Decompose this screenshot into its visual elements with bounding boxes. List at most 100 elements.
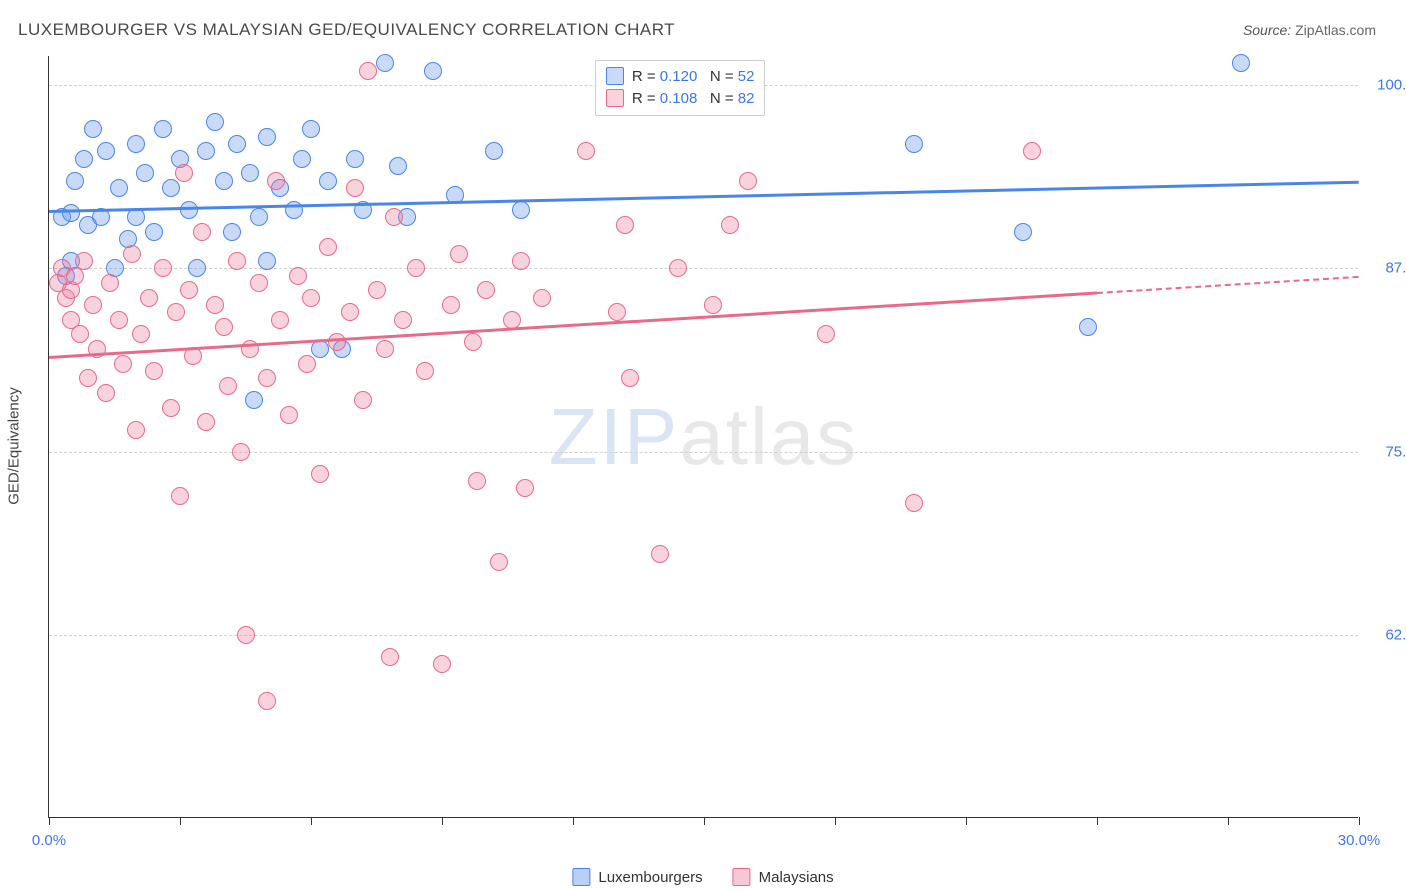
data-point bbox=[232, 443, 250, 461]
x-tick bbox=[1097, 817, 1098, 825]
data-point bbox=[516, 479, 534, 497]
data-point bbox=[293, 150, 311, 168]
data-point bbox=[228, 135, 246, 153]
trend-line bbox=[49, 181, 1359, 213]
data-point bbox=[319, 238, 337, 256]
data-point bbox=[905, 494, 923, 512]
data-point bbox=[376, 340, 394, 358]
data-point bbox=[346, 179, 364, 197]
data-point bbox=[250, 208, 268, 226]
data-point bbox=[651, 545, 669, 563]
data-point bbox=[206, 113, 224, 131]
data-point bbox=[66, 172, 84, 190]
data-point bbox=[215, 172, 233, 190]
data-point bbox=[1023, 142, 1041, 160]
data-point bbox=[188, 259, 206, 277]
legend-label: Luxembourgers bbox=[598, 869, 702, 886]
data-point bbox=[258, 692, 276, 710]
data-point bbox=[450, 245, 468, 263]
data-point bbox=[197, 142, 215, 160]
data-point bbox=[180, 281, 198, 299]
data-point bbox=[394, 311, 412, 329]
data-point bbox=[127, 208, 145, 226]
x-tick bbox=[835, 817, 836, 825]
y-tick-label: 75.0% bbox=[1368, 443, 1406, 460]
data-point bbox=[739, 172, 757, 190]
data-point bbox=[389, 157, 407, 175]
data-point bbox=[346, 150, 364, 168]
data-point bbox=[385, 208, 403, 226]
legend-label: Malaysians bbox=[759, 869, 834, 886]
legend-swatch bbox=[606, 89, 624, 107]
source-citation: Source: ZipAtlas.com bbox=[1243, 22, 1376, 38]
data-point bbox=[132, 325, 150, 343]
data-point bbox=[258, 252, 276, 270]
data-point bbox=[319, 172, 337, 190]
data-point bbox=[162, 179, 180, 197]
data-point bbox=[237, 626, 255, 644]
data-point bbox=[464, 333, 482, 351]
data-point bbox=[123, 245, 141, 263]
data-point bbox=[1232, 54, 1250, 72]
data-point bbox=[577, 142, 595, 160]
legend-swatch bbox=[606, 67, 624, 85]
data-point bbox=[311, 465, 329, 483]
data-point bbox=[267, 172, 285, 190]
data-point bbox=[97, 142, 115, 160]
data-point bbox=[175, 164, 193, 182]
data-point bbox=[228, 252, 246, 270]
data-point bbox=[416, 362, 434, 380]
data-point bbox=[84, 120, 102, 138]
x-tick-label: 30.0% bbox=[1338, 832, 1381, 849]
data-point bbox=[433, 655, 451, 673]
data-point bbox=[110, 311, 128, 329]
data-point bbox=[621, 369, 639, 387]
x-tick bbox=[1359, 817, 1360, 825]
data-point bbox=[184, 347, 202, 365]
data-point bbox=[197, 413, 215, 431]
watermark-zip: ZIP bbox=[549, 392, 679, 481]
x-tick bbox=[49, 817, 50, 825]
data-point bbox=[669, 259, 687, 277]
data-point bbox=[381, 648, 399, 666]
source-value: ZipAtlas.com bbox=[1295, 22, 1376, 38]
data-point bbox=[905, 135, 923, 153]
data-point bbox=[280, 406, 298, 424]
data-point bbox=[704, 296, 722, 314]
data-point bbox=[71, 325, 89, 343]
legend-swatch bbox=[572, 868, 590, 886]
x-tick bbox=[966, 817, 967, 825]
data-point bbox=[341, 303, 359, 321]
data-point bbox=[512, 201, 530, 219]
x-tick bbox=[573, 817, 574, 825]
data-point bbox=[1079, 318, 1097, 336]
data-point bbox=[817, 325, 835, 343]
data-point bbox=[407, 259, 425, 277]
x-tick bbox=[311, 817, 312, 825]
data-point bbox=[101, 274, 119, 292]
chart-container: LUXEMBOURGER VS MALAYSIAN GED/EQUIVALENC… bbox=[0, 0, 1406, 892]
data-point bbox=[258, 128, 276, 146]
legend-stats-text: R = 0.120 N = 52 bbox=[632, 68, 755, 85]
data-point bbox=[110, 179, 128, 197]
data-point bbox=[97, 384, 115, 402]
gridline bbox=[49, 268, 1358, 269]
y-tick-label: 100.0% bbox=[1368, 77, 1406, 94]
data-point bbox=[245, 391, 263, 409]
data-point bbox=[62, 204, 80, 222]
legend-swatch bbox=[733, 868, 751, 886]
source-label: Source: bbox=[1243, 22, 1291, 38]
legend-stats-row: R = 0.120 N = 52 bbox=[606, 65, 755, 87]
data-point bbox=[241, 164, 259, 182]
watermark: ZIPatlas bbox=[549, 391, 858, 483]
data-point bbox=[114, 355, 132, 373]
data-point bbox=[302, 289, 320, 307]
data-point bbox=[608, 303, 626, 321]
data-point bbox=[154, 120, 172, 138]
legend-stats: R = 0.120 N = 52 R = 0.108 N = 82 bbox=[595, 60, 766, 116]
data-point bbox=[442, 296, 460, 314]
data-point bbox=[721, 216, 739, 234]
data-point bbox=[127, 135, 145, 153]
data-point bbox=[368, 281, 386, 299]
legend-stats-row: R = 0.108 N = 82 bbox=[606, 87, 755, 109]
